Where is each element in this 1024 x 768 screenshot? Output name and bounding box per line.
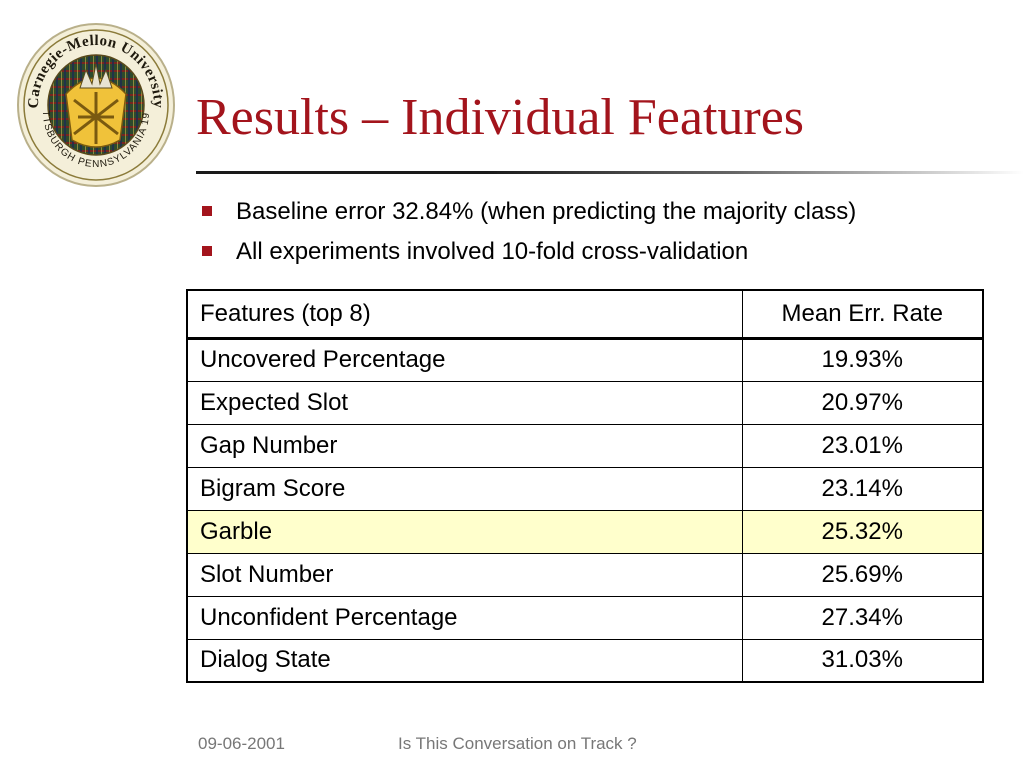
slide-title: Results – Individual Features (196, 89, 805, 146)
table-row: Expected Slot 20.97% (186, 380, 984, 425)
bullet-item: Baseline error 32.84% (when predicting t… (200, 198, 856, 226)
feature-cell: Slot Number (186, 552, 743, 597)
rate-cell: 20.97% (741, 380, 984, 425)
rate-cell: 25.32% (741, 509, 984, 554)
table-row: Bigram Score 23.14% (186, 466, 984, 511)
bullet-item: All experiments involved 10-fold cross-v… (200, 238, 856, 266)
title-underline (196, 171, 1024, 174)
rate-cell: 23.01% (741, 423, 984, 468)
table-header-row: Features (top 8) Mean Err. Rate (186, 289, 984, 340)
feature-cell: Uncovered Percentage (186, 337, 743, 382)
table-row: Gap Number 23.01% (186, 423, 984, 468)
feature-cell: Unconfident Percentage (186, 595, 743, 640)
feature-cell: Dialog State (186, 638, 743, 683)
feature-cell: Expected Slot (186, 380, 743, 425)
rate-cell: 23.14% (741, 466, 984, 511)
table-row: Unconfident Percentage 27.34% (186, 595, 984, 640)
feature-cell: Garble (186, 509, 743, 554)
rate-cell: 27.34% (741, 595, 984, 640)
bullet-list: Baseline error 32.84% (when predicting t… (200, 198, 856, 278)
table-row: Slot Number 25.69% (186, 552, 984, 597)
feature-cell: Bigram Score (186, 466, 743, 511)
table-row: Uncovered Percentage 19.93% (186, 337, 984, 382)
results-table: Features (top 8) Mean Err. Rate Uncovere… (186, 289, 984, 683)
university-seal-logo: Carnegie-Mellon University PITTSBURGH PE… (12, 14, 176, 188)
bullet-text: Baseline error 32.84% (when predicting t… (236, 198, 857, 225)
footer-date: 09-06-2001 (198, 734, 285, 753)
header-features: Features (top 8) (186, 289, 743, 340)
bullet-text: All experiments involved 10-fold cross-v… (236, 238, 749, 265)
square-bullet-icon (202, 246, 212, 256)
rate-cell: 19.93% (741, 337, 984, 382)
square-bullet-icon (202, 206, 212, 216)
rate-cell: 31.03% (741, 638, 984, 683)
header-mean-error-rate: Mean Err. Rate (741, 289, 984, 340)
rate-cell: 25.69% (741, 552, 984, 597)
feature-cell: Gap Number (186, 423, 743, 468)
footer-title: Is This Conversation on Track ? (398, 734, 637, 753)
seal-graphic: Carnegie-Mellon University PITTSBURGH PE… (12, 14, 175, 187)
table-row: Dialog State 31.03% (186, 638, 984, 683)
table-row-highlighted: Garble 25.32% (186, 509, 984, 554)
